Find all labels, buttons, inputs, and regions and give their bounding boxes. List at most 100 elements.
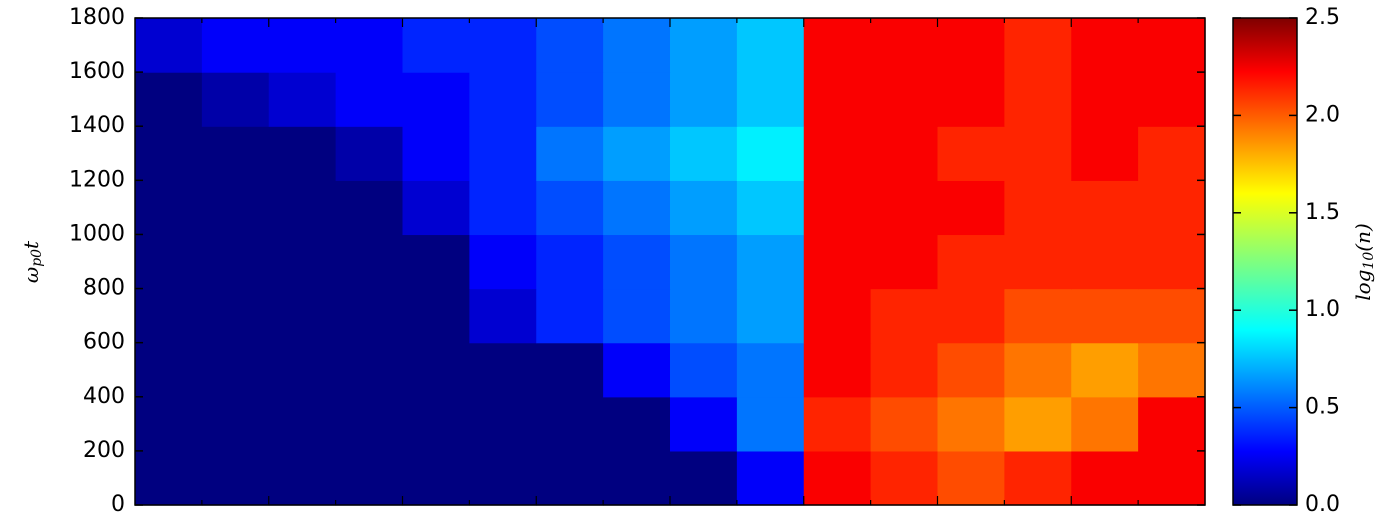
heatmap [135, 18, 1206, 506]
heatmap-cell [135, 72, 202, 127]
y-tick-label: 800 [83, 276, 125, 301]
heatmap-cell [1071, 451, 1138, 506]
heatmap-cell [804, 72, 871, 127]
heatmap-cell [403, 343, 470, 398]
heatmap-cell [202, 451, 269, 506]
heatmap-cell [670, 397, 737, 452]
heatmap-cell [469, 18, 536, 73]
y-tick-label: 1000 [69, 221, 125, 246]
heatmap-cell [938, 126, 1005, 181]
y-tick-label: 0 [111, 492, 125, 517]
y-tick-label: 1200 [69, 167, 125, 192]
heatmap-cell [336, 18, 403, 73]
heatmap-cell [603, 289, 670, 344]
heatmap-cell [737, 343, 804, 398]
colorbar-tick-label: 0.5 [1305, 395, 1340, 420]
heatmap-cell [269, 180, 336, 235]
heatmap-cell [1138, 180, 1205, 235]
heatmap-cell [804, 18, 871, 73]
heatmap-cell [403, 451, 470, 506]
heatmap-cell [804, 126, 871, 181]
heatmap-cell [336, 234, 403, 289]
heatmap-cell [269, 451, 336, 506]
heatmap-cell [469, 289, 536, 344]
heatmap-cell [536, 126, 603, 181]
heatmap-cell [1004, 451, 1071, 506]
heatmap-cell [670, 18, 737, 73]
heatmap-cell [603, 234, 670, 289]
heatmap-cell [202, 72, 269, 127]
heatmap-cell [202, 180, 269, 235]
heatmap-cell [1138, 126, 1205, 181]
heatmap-cell [938, 289, 1005, 344]
heatmap-cell [871, 451, 938, 506]
heatmap-cell [403, 234, 470, 289]
heatmap-cell [670, 126, 737, 181]
heatmap-cell [135, 343, 202, 398]
chart: ωp0t log10(n) 02004006008001000120014001… [0, 0, 1384, 518]
heatmap-cell [871, 234, 938, 289]
heatmap-cell [871, 18, 938, 73]
colorbar-label: log10(n) [1351, 223, 1378, 301]
heatmap-cell [403, 289, 470, 344]
heatmap-cell [536, 451, 603, 506]
heatmap-cell [737, 126, 804, 181]
heatmap-cell [603, 397, 670, 452]
heatmap-cell [403, 180, 470, 235]
heatmap-cell [135, 397, 202, 452]
heatmap-cell [804, 180, 871, 235]
heatmap-cell [871, 343, 938, 398]
heatmap-cell [336, 343, 403, 398]
colorbar [1233, 18, 1297, 505]
heatmap-cell [1004, 234, 1071, 289]
heatmap-cell [871, 126, 938, 181]
heatmap-cell [670, 234, 737, 289]
heatmap-cell [871, 397, 938, 452]
heatmap-cell [469, 126, 536, 181]
heatmap-cell [737, 397, 804, 452]
colorbar-tick-label: 0.0 [1305, 492, 1340, 517]
heatmap-cell [536, 72, 603, 127]
heatmap-cell [536, 289, 603, 344]
y-tick-label: 1600 [69, 59, 125, 84]
heatmap-cell [804, 289, 871, 344]
heatmap-cell [1138, 234, 1205, 289]
heatmap-cell [670, 451, 737, 506]
heatmap-cell [1071, 289, 1138, 344]
heatmap-cell [737, 180, 804, 235]
heatmap-cell [1004, 72, 1071, 127]
heatmap-cell [336, 397, 403, 452]
heatmap-cell [269, 289, 336, 344]
heatmap-cell [737, 72, 804, 127]
heatmap-cell [403, 126, 470, 181]
heatmap-cell [1138, 343, 1205, 398]
heatmap-cell [135, 126, 202, 181]
heatmap-cell [938, 343, 1005, 398]
heatmap-cell [1071, 343, 1138, 398]
colorbar-tick-label: 2.5 [1305, 5, 1340, 30]
heatmap-cell [938, 234, 1005, 289]
heatmap-cell [603, 343, 670, 398]
heatmap-cell [202, 18, 269, 73]
heatmap-cell [403, 397, 470, 452]
heatmap-cell [202, 397, 269, 452]
heatmap-cell [536, 397, 603, 452]
heatmap-cell [469, 72, 536, 127]
heatmap-cell [1071, 126, 1138, 181]
heatmap-cell [670, 343, 737, 398]
heatmap-cell [938, 451, 1005, 506]
heatmap-cell [269, 18, 336, 73]
heatmap-cell [202, 126, 269, 181]
heatmap-cell [938, 72, 1005, 127]
heatmap-cell [1004, 18, 1071, 73]
heatmap-cell [202, 289, 269, 344]
heatmap-cell [536, 18, 603, 73]
heatmap-cell [469, 180, 536, 235]
heatmap-cell [336, 126, 403, 181]
heatmap-cell [336, 451, 403, 506]
heatmap-cell [603, 18, 670, 73]
heatmap-cell [469, 451, 536, 506]
heatmap-cell [1138, 72, 1205, 127]
heatmap-cell [1138, 289, 1205, 344]
heatmap-cell [1004, 397, 1071, 452]
